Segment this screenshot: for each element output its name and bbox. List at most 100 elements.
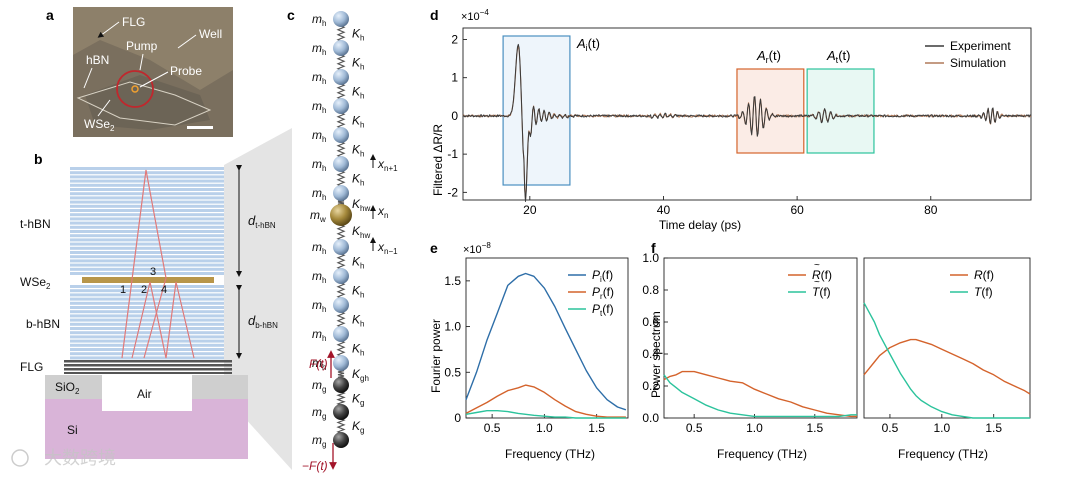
- mass-label: mh: [312, 157, 326, 173]
- label-hbn: hBN: [86, 53, 109, 67]
- d-axes: 20 40 60 80 -2 -1 0 1 2: [447, 27, 1032, 217]
- mass-g-ball: [333, 432, 349, 448]
- d-annotation-boxes: Ai(t) Ar(t) At(t): [502, 35, 875, 186]
- label-air: Air: [137, 387, 152, 401]
- spring-label: Kh: [352, 342, 364, 358]
- mass-h-ball: [333, 326, 349, 342]
- y-tick-label: 0.4: [642, 347, 659, 361]
- x-tick-label: 1.0: [933, 421, 950, 435]
- curve-P_r(f): [465, 384, 626, 418]
- mass-label: mh: [312, 298, 326, 314]
- annotation-box-t: [806, 68, 875, 154]
- mass-h-ball: [333, 297, 349, 313]
- mass-label: mg: [312, 433, 326, 449]
- tilde-mark: ~: [814, 260, 820, 271]
- micrograph-flake: [73, 7, 233, 90]
- panel-b-letter: b: [34, 151, 43, 167]
- curve-T-tilde: [663, 374, 857, 418]
- spring-label: Kh: [352, 27, 364, 43]
- x-tick-label: 80: [924, 203, 938, 217]
- d-xlabel: Time delay (ps): [659, 218, 741, 232]
- mass-h-ball: [333, 355, 349, 371]
- spring-label: Kh: [352, 172, 364, 188]
- mass-label: mh: [312, 240, 326, 256]
- label-well: Well: [199, 27, 222, 41]
- b-hbn-sheet: [70, 348, 224, 351]
- e-axes: 0.5 1.0 1.5 0 0.5 1.0 1.5: [444, 257, 629, 435]
- b-hbn-sheet: [70, 285, 224, 288]
- b-hbn-sheet: [70, 306, 224, 309]
- ray-path-1: [121, 169, 167, 359]
- legend-experiment: Experiment: [950, 39, 1011, 53]
- pump-arrow: [139, 53, 144, 71]
- spring: [336, 311, 346, 328]
- path-label-2: 2: [141, 284, 147, 296]
- x-tick-label: 1.5: [985, 421, 1002, 435]
- t-hbn-sheet: [70, 272, 224, 275]
- spring-label: Kh: [352, 284, 364, 300]
- b-hbn-sheet: [70, 318, 224, 322]
- t-hbn-sheet: [70, 255, 224, 259]
- mass-h-ball: [333, 69, 349, 85]
- b-hbn-sheet: [70, 327, 224, 330]
- panel-e-letter: e: [430, 240, 438, 256]
- b-hbn-sheet: [70, 310, 224, 314]
- t-hbn-sheet: [70, 259, 224, 263]
- mass-h-ball: [333, 11, 349, 27]
- t-hbn-sheet: [70, 230, 224, 233]
- label-probe: Probe: [170, 64, 202, 78]
- flg-arrow: [97, 21, 120, 38]
- b-hbn-sheet: [70, 301, 224, 305]
- y-tick-label: 1: [451, 71, 458, 85]
- spring-label: Kh: [352, 143, 364, 159]
- plot-frame: [462, 27, 1032, 201]
- t-hbn-sheet: [70, 196, 224, 200]
- wse2-layer: [82, 277, 214, 283]
- panel-d-letter: d: [430, 7, 439, 23]
- mass-label: mh: [312, 128, 326, 144]
- flg-stack: [64, 360, 232, 374]
- x-tick-label: 0.5: [484, 421, 501, 435]
- spring-label: Kh: [352, 85, 364, 101]
- t-hbn-sheet: [70, 179, 224, 183]
- label-wse2-layer: WSe2: [20, 275, 51, 291]
- legend-label-right: R(f): [974, 268, 994, 282]
- legend-simulation: Simulation: [950, 56, 1006, 70]
- spring-label: Khw: [352, 224, 370, 240]
- b-hbn-sheet: [70, 335, 224, 339]
- spring: [336, 25, 346, 42]
- y-tick-label: 0: [454, 411, 461, 425]
- hbn-arrow: [83, 67, 93, 89]
- spring: [336, 418, 346, 434]
- y-tick-label: 2: [451, 32, 458, 46]
- panel-e: e ×10−8 Fourier power Frequency (THz) 0.…: [429, 240, 629, 461]
- mass-label: mh: [312, 327, 326, 343]
- y-tick-label: 0.2: [642, 379, 659, 393]
- b-hbn-sheet: [70, 352, 224, 356]
- path-label-1: 1: [120, 284, 126, 296]
- mass-g-ball: [333, 404, 349, 420]
- b-hbn-sheet: [70, 322, 224, 326]
- t-hbn-stack: [70, 167, 224, 275]
- t-hbn-sheet: [70, 246, 224, 250]
- annotation-label-r: Ar(t): [756, 48, 781, 65]
- micrograph-outline: [76, 81, 212, 126]
- spring-label: Kg: [352, 419, 364, 435]
- spring-label: Kh: [352, 114, 364, 130]
- curve-P_i(f): [465, 272, 627, 411]
- t-hbn-sheet: [70, 234, 224, 238]
- ray-path-2: [131, 281, 195, 359]
- watermark: 大数跨境: [11, 448, 116, 468]
- mass-w-ball: [330, 204, 352, 226]
- t-hbn-sheet: [70, 192, 224, 196]
- spring: [336, 253, 346, 270]
- mass-label: mh: [312, 12, 326, 28]
- mass-label: mh: [312, 269, 326, 285]
- watermark-text: 大数跨境: [44, 448, 116, 468]
- panel-a-letter: a: [46, 7, 54, 23]
- curve-R-tilde: [663, 370, 857, 418]
- legend-label: Pr(f): [592, 285, 614, 301]
- spring: [336, 141, 346, 158]
- t-hbn-sheet: [70, 183, 224, 187]
- spring: [336, 391, 346, 406]
